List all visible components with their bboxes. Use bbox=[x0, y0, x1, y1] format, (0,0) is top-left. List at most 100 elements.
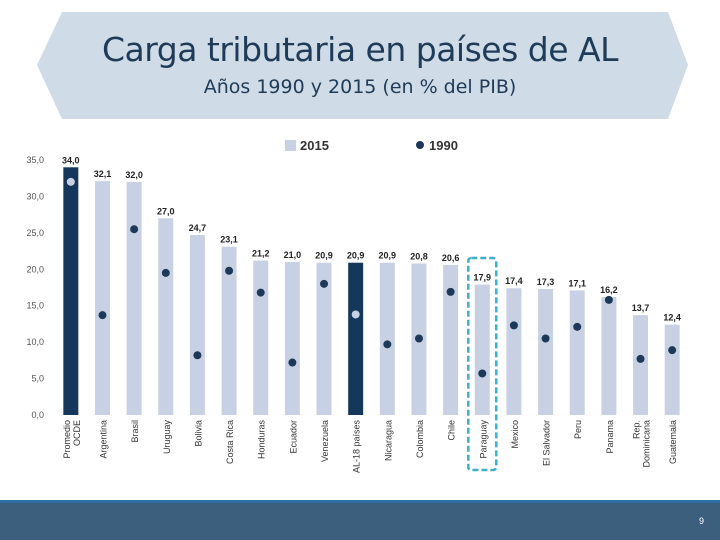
category-label: El Salvador bbox=[542, 420, 552, 466]
bar-value-label: 24,7 bbox=[189, 223, 207, 233]
dot-1990 bbox=[478, 369, 487, 378]
bar-2015 bbox=[443, 264, 459, 415]
category-label-line: Promedio bbox=[62, 420, 72, 459]
legend-swatch-2015 bbox=[285, 140, 296, 151]
category-label: Ecuador bbox=[288, 420, 298, 454]
dot-1990 bbox=[161, 268, 170, 277]
dot-1990 bbox=[66, 177, 75, 186]
paraguay-highlight-box bbox=[467, 256, 498, 472]
category-label: Rep.Dominicana bbox=[632, 420, 652, 468]
category-label: Honduras bbox=[257, 420, 267, 460]
tax-burden-chart: 0,0 5,0 10,0 15,0 20,0 25,0 30,0 35,0 2015 1990 34… bbox=[26, 138, 681, 474]
bar-value-label: 20,9 bbox=[379, 251, 397, 261]
y-tick-label: 20,0 bbox=[26, 264, 44, 274]
banner-shape bbox=[37, 12, 688, 119]
category-label: Nicaragua bbox=[383, 420, 393, 461]
category-label: Guatemala bbox=[668, 420, 678, 464]
category-label: Paraguay bbox=[478, 420, 488, 459]
y-tick-label: 25,0 bbox=[26, 228, 44, 238]
bar-value-label: 32,1 bbox=[94, 169, 112, 179]
dot-1990 bbox=[414, 334, 423, 343]
category-label: Mexico bbox=[510, 420, 520, 449]
dot-1990 bbox=[320, 279, 329, 288]
category-label-line: Dominicana bbox=[642, 420, 652, 468]
legend-dot-1990 bbox=[416, 141, 424, 149]
footer-bar bbox=[0, 503, 720, 540]
dot-1990 bbox=[541, 334, 550, 343]
bar-value-label: 17,1 bbox=[568, 278, 586, 288]
dot-1990 bbox=[256, 288, 265, 297]
dot-1990 bbox=[193, 351, 202, 360]
bar-value-label: 16,2 bbox=[600, 285, 618, 295]
bar-2015 bbox=[569, 290, 585, 415]
bar-2015 bbox=[221, 246, 237, 415]
bar-2015 bbox=[348, 262, 364, 415]
bar-value-label: 32,0 bbox=[125, 170, 143, 180]
bar-2015 bbox=[126, 181, 142, 415]
bar-2015 bbox=[633, 315, 649, 415]
legend-label-1990: 1990 bbox=[429, 138, 458, 153]
category-label-line: Rep. bbox=[632, 420, 642, 439]
bar-2015 bbox=[316, 262, 332, 415]
y-tick-label: 5,0 bbox=[31, 374, 44, 384]
category-label: Venezuela bbox=[320, 420, 330, 462]
bar-2015 bbox=[474, 284, 490, 415]
dot-1990 bbox=[668, 346, 677, 355]
y-tick-label: 0,0 bbox=[31, 410, 44, 420]
page-number: 9 bbox=[698, 516, 704, 526]
y-tick-label: 30,0 bbox=[26, 191, 44, 201]
category-label: AL-18 países bbox=[352, 420, 362, 474]
category-label: Brasil bbox=[130, 420, 140, 443]
title-banner bbox=[37, 12, 688, 119]
category-label: Panama bbox=[605, 420, 615, 454]
bar-value-label: 17,4 bbox=[505, 276, 523, 286]
category-label-line: OCDE bbox=[72, 420, 82, 446]
bar-value-label: 17,3 bbox=[537, 277, 555, 287]
slide-title: Carga tributaria en países de AL bbox=[102, 30, 618, 69]
bar-value-label: 17,9 bbox=[474, 273, 492, 283]
category-label: Argentina bbox=[98, 420, 108, 459]
bar-value-label: 20,9 bbox=[347, 251, 365, 261]
y-tick-label: 15,0 bbox=[26, 301, 44, 311]
bar-value-label: 20,9 bbox=[315, 251, 333, 261]
bar-value-label: 13,7 bbox=[632, 303, 650, 313]
dot-1990 bbox=[130, 225, 139, 234]
dot-1990 bbox=[573, 322, 582, 331]
bar-2015 bbox=[189, 235, 205, 415]
bar-2015 bbox=[158, 218, 174, 415]
bar-value-label: 21,0 bbox=[284, 250, 302, 260]
bar-2015 bbox=[538, 288, 554, 415]
category-label: Costa Rica bbox=[225, 420, 235, 464]
category-label: Colombia bbox=[415, 420, 425, 458]
bar-2015 bbox=[664, 324, 680, 415]
bar-2015 bbox=[506, 288, 522, 415]
slide-subtitle: Años 1990 y 2015 (en % del PIB) bbox=[203, 76, 517, 98]
dot-1990 bbox=[225, 266, 234, 275]
dot-1990 bbox=[351, 310, 360, 319]
dot-1990 bbox=[288, 358, 297, 367]
y-tick-label: 35,0 bbox=[26, 155, 44, 165]
category-label: Bolivia bbox=[193, 420, 203, 447]
bar-2015 bbox=[601, 296, 617, 415]
dot-1990 bbox=[509, 321, 518, 330]
category-label: Chile bbox=[447, 420, 457, 441]
footer-accent bbox=[0, 500, 720, 503]
legend-label-2015: 2015 bbox=[300, 138, 329, 153]
bar-value-label: 27,0 bbox=[157, 206, 175, 216]
bar-2015 bbox=[253, 260, 269, 415]
bar-value-label: 21,2 bbox=[252, 249, 270, 259]
dot-1990 bbox=[636, 354, 645, 363]
bar-value-label: 12,4 bbox=[663, 313, 681, 323]
bar-value-label: 23,1 bbox=[220, 235, 238, 245]
dot-1990 bbox=[446, 287, 455, 296]
bar-value-label: 34,0 bbox=[62, 155, 80, 165]
category-label: PromedioOCDE bbox=[62, 420, 82, 459]
category-label: Peru bbox=[573, 420, 583, 439]
bar-2015 bbox=[94, 181, 110, 415]
bar-2015 bbox=[63, 167, 79, 415]
bar-2015 bbox=[284, 262, 300, 415]
bar-value-label: 20,8 bbox=[410, 251, 428, 261]
bar-2015 bbox=[379, 262, 395, 415]
y-tick-label: 10,0 bbox=[26, 337, 44, 347]
dot-1990 bbox=[98, 311, 107, 320]
